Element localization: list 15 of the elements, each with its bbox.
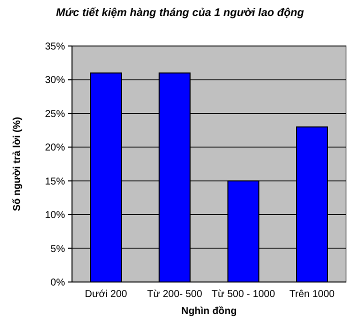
x-tick-label: Trên 1000 <box>289 289 336 300</box>
y-tick-label: 30% <box>44 75 66 86</box>
chart-title: Mức tiết kiệm hàng tháng của 1 người lao động <box>56 7 304 19</box>
y-tick-label: 35% <box>44 42 66 52</box>
y-tick-label: 10% <box>44 210 66 222</box>
y-axis-title: Số người trả lời (%) <box>12 116 23 212</box>
y-tick-label: 15% <box>44 176 66 188</box>
y-tick-label: 20% <box>44 142 66 154</box>
x-tick-label: Từ 200- 500 <box>147 289 203 300</box>
x-axis-title: Nghìn đồng <box>181 306 237 317</box>
y-tick-label: 25% <box>44 108 66 120</box>
x-tick-label: Từ 500 - 1000 <box>212 289 276 300</box>
y-tick-label: 0% <box>50 278 66 288</box>
y-tick-label: 5% <box>50 244 66 255</box>
x-tick-label: Dưới 200 <box>84 289 128 300</box>
